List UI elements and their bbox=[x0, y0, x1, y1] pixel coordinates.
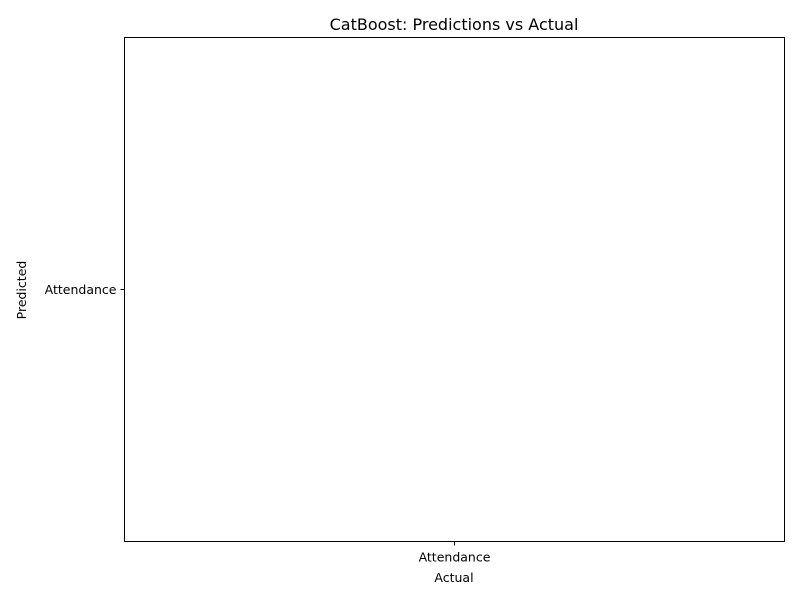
x-axis-ticks: Attendance bbox=[419, 541, 491, 565]
chart-title: CatBoost: Predictions vs Actual bbox=[330, 15, 579, 34]
x-axis-label: Actual bbox=[434, 570, 473, 585]
y-tick-label: Attendance bbox=[45, 282, 117, 297]
y-axis-ticks: Attendance bbox=[45, 282, 125, 297]
x-tick-label: Attendance bbox=[419, 550, 491, 565]
y-axis-label: Predicted bbox=[14, 261, 29, 320]
